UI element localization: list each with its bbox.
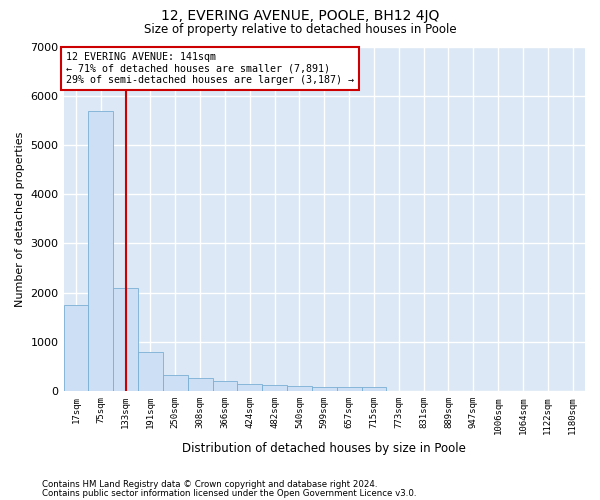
Text: Contains public sector information licensed under the Open Government Licence v3: Contains public sector information licen… — [42, 488, 416, 498]
Text: 12, EVERING AVENUE, POOLE, BH12 4JQ: 12, EVERING AVENUE, POOLE, BH12 4JQ — [161, 9, 439, 23]
Bar — [262, 385, 287, 391]
X-axis label: Distribution of detached houses by size in Poole: Distribution of detached houses by size … — [182, 442, 466, 455]
Bar — [238, 384, 262, 391]
Bar — [312, 386, 337, 391]
Bar — [113, 288, 138, 391]
Bar — [163, 375, 188, 391]
Bar — [287, 386, 312, 391]
Text: Contains HM Land Registry data © Crown copyright and database right 2024.: Contains HM Land Registry data © Crown c… — [42, 480, 377, 489]
Bar — [88, 110, 113, 391]
Bar — [337, 387, 362, 391]
Y-axis label: Number of detached properties: Number of detached properties — [15, 131, 25, 306]
Text: Size of property relative to detached houses in Poole: Size of property relative to detached ho… — [143, 22, 457, 36]
Bar — [188, 378, 212, 391]
Bar — [362, 388, 386, 391]
Bar — [138, 352, 163, 391]
Bar — [212, 382, 238, 391]
Text: 12 EVERING AVENUE: 141sqm
← 71% of detached houses are smaller (7,891)
29% of se: 12 EVERING AVENUE: 141sqm ← 71% of detac… — [66, 52, 354, 85]
Bar — [64, 305, 88, 391]
